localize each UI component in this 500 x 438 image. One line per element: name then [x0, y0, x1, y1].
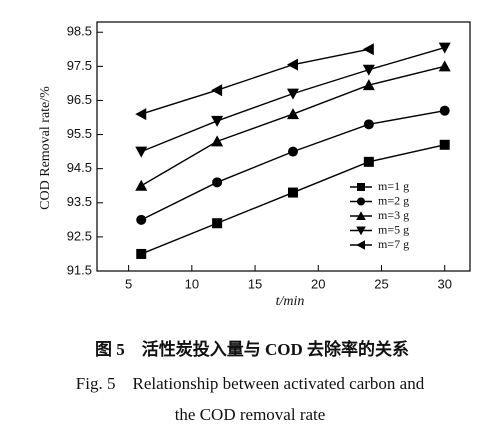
x-tick-label: 30 [437, 276, 451, 291]
plot-frame [96, 21, 471, 272]
data-point [211, 115, 224, 127]
x-tick-label: 20 [311, 276, 325, 291]
data-point [135, 146, 148, 158]
data-point [287, 187, 298, 198]
x-tick-label: 15 [248, 276, 262, 291]
data-point [438, 60, 451, 72]
data-point [136, 214, 147, 225]
data-point [136, 248, 147, 259]
y-tick-label: 94.5 [67, 160, 92, 175]
y-tick-label: 98.5 [67, 24, 92, 39]
data-point [287, 146, 298, 157]
caption-en: Fig. 5 Relationship between activated ca… [76, 374, 425, 393]
x-tick-label: 5 [125, 276, 132, 291]
y-tick-label: 96.5 [67, 92, 92, 107]
data-point [286, 108, 299, 120]
legend-label: m=1 g [378, 179, 409, 193]
legend-marker [356, 240, 365, 250]
y-tick-label: 92.5 [67, 228, 92, 243]
y-tick-label: 91.5 [67, 262, 92, 277]
legend-marker [357, 197, 365, 206]
data-point [363, 156, 374, 167]
x-tick-label: 25 [374, 276, 388, 291]
data-point [439, 105, 450, 116]
series-line [140, 65, 445, 187]
data-point [362, 79, 375, 91]
caption-en: the COD removal rate [175, 405, 326, 424]
data-point [362, 64, 375, 76]
data-point [438, 42, 451, 54]
legend-marker [356, 226, 366, 236]
legend-marker [356, 211, 366, 220]
legend-marker [357, 183, 365, 191]
y-axis-label: COD Removal rate/% [38, 86, 53, 210]
y-tick-label: 95.5 [67, 126, 92, 141]
legend-label: m=3 g [378, 208, 409, 222]
legend-label: m=5 g [378, 222, 409, 236]
x-tick-label: 10 [185, 276, 199, 291]
data-point [212, 177, 223, 188]
data-point [212, 218, 223, 229]
data-point [135, 179, 148, 191]
data-point [135, 108, 147, 121]
data-point [363, 119, 374, 130]
legend-label: m=2 g [378, 193, 409, 207]
data-point [439, 139, 450, 150]
x-axis-label: t/min [276, 294, 305, 309]
data-point [362, 43, 374, 56]
data-point [211, 84, 223, 97]
legend-label: m=7 g [378, 237, 409, 251]
data-point [211, 135, 224, 147]
data-point [286, 58, 298, 71]
caption-cn: 图 5 活性炭投入量与 COD 去除率的关系 [95, 339, 409, 359]
data-point [286, 88, 299, 100]
y-tick-label: 97.5 [67, 58, 92, 73]
series-line [141, 48, 369, 115]
y-tick-label: 93.5 [67, 194, 92, 209]
